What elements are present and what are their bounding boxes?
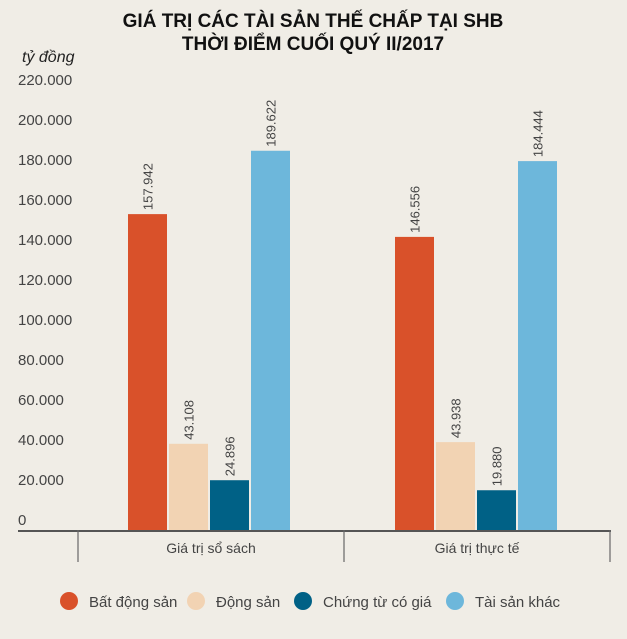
legend-swatch xyxy=(446,592,464,610)
bar xyxy=(210,480,249,530)
legend-swatch xyxy=(60,592,78,610)
legend-swatch xyxy=(294,592,312,610)
legend-label: Bất động sản xyxy=(89,594,177,611)
y-tick-label: 220.000 xyxy=(18,72,72,89)
bar xyxy=(128,214,167,530)
bar xyxy=(395,236,434,530)
bar xyxy=(169,443,208,530)
data-label: 19.880 xyxy=(490,446,505,486)
bar xyxy=(436,442,475,530)
legend-item: Động sản xyxy=(187,592,280,611)
data-label: 184.444 xyxy=(531,110,546,157)
data-label: 157.942 xyxy=(141,163,156,210)
y-tick-label: 0 xyxy=(18,512,26,529)
legend-label: Động sản xyxy=(216,594,280,611)
y-tick-label: 40.000 xyxy=(18,432,64,449)
bar xyxy=(518,161,557,530)
chart-subtitle: THỜI ĐIỂM CUỐI QUÝ II/2017 xyxy=(182,33,444,55)
bar xyxy=(251,150,290,531)
x-category-label: Giá trị sổ sách xyxy=(166,540,255,556)
y-tick-label: 60.000 xyxy=(18,392,64,409)
y-tick-label: 180.000 xyxy=(18,152,72,169)
y-tick-label: 200.000 xyxy=(18,112,72,129)
y-tick-label: 80.000 xyxy=(18,352,64,369)
bar xyxy=(477,490,516,530)
y-axis-label: tỷ đồng xyxy=(22,49,75,66)
y-tick-label: 140.000 xyxy=(18,232,72,249)
legend-item: Chứng từ có giá xyxy=(294,592,432,611)
legend-swatch xyxy=(187,592,205,610)
legend-label: Chứng từ có giá xyxy=(323,594,432,611)
y-tick-label: 160.000 xyxy=(18,192,72,209)
legend-item: Tài sản khác xyxy=(446,592,561,611)
legend-label: Tài sản khác xyxy=(475,594,561,611)
y-tick-label: 100.000 xyxy=(18,312,72,329)
chart-title: GIÁ TRỊ CÁC TÀI SẢN THẾ CHẤP TẠI SHB xyxy=(123,10,504,32)
data-label: 24.896 xyxy=(223,436,238,476)
data-label: 189.622 xyxy=(264,100,279,147)
data-label: 146.556 xyxy=(408,186,423,233)
x-category-label: Giá trị thực tế xyxy=(435,540,520,556)
data-label: 43.108 xyxy=(182,400,197,440)
y-tick-label: 20.000 xyxy=(18,472,64,489)
data-label: 43.938 xyxy=(449,398,464,438)
y-tick-label: 120.000 xyxy=(18,272,72,289)
legend-item: Bất động sản xyxy=(60,592,177,611)
